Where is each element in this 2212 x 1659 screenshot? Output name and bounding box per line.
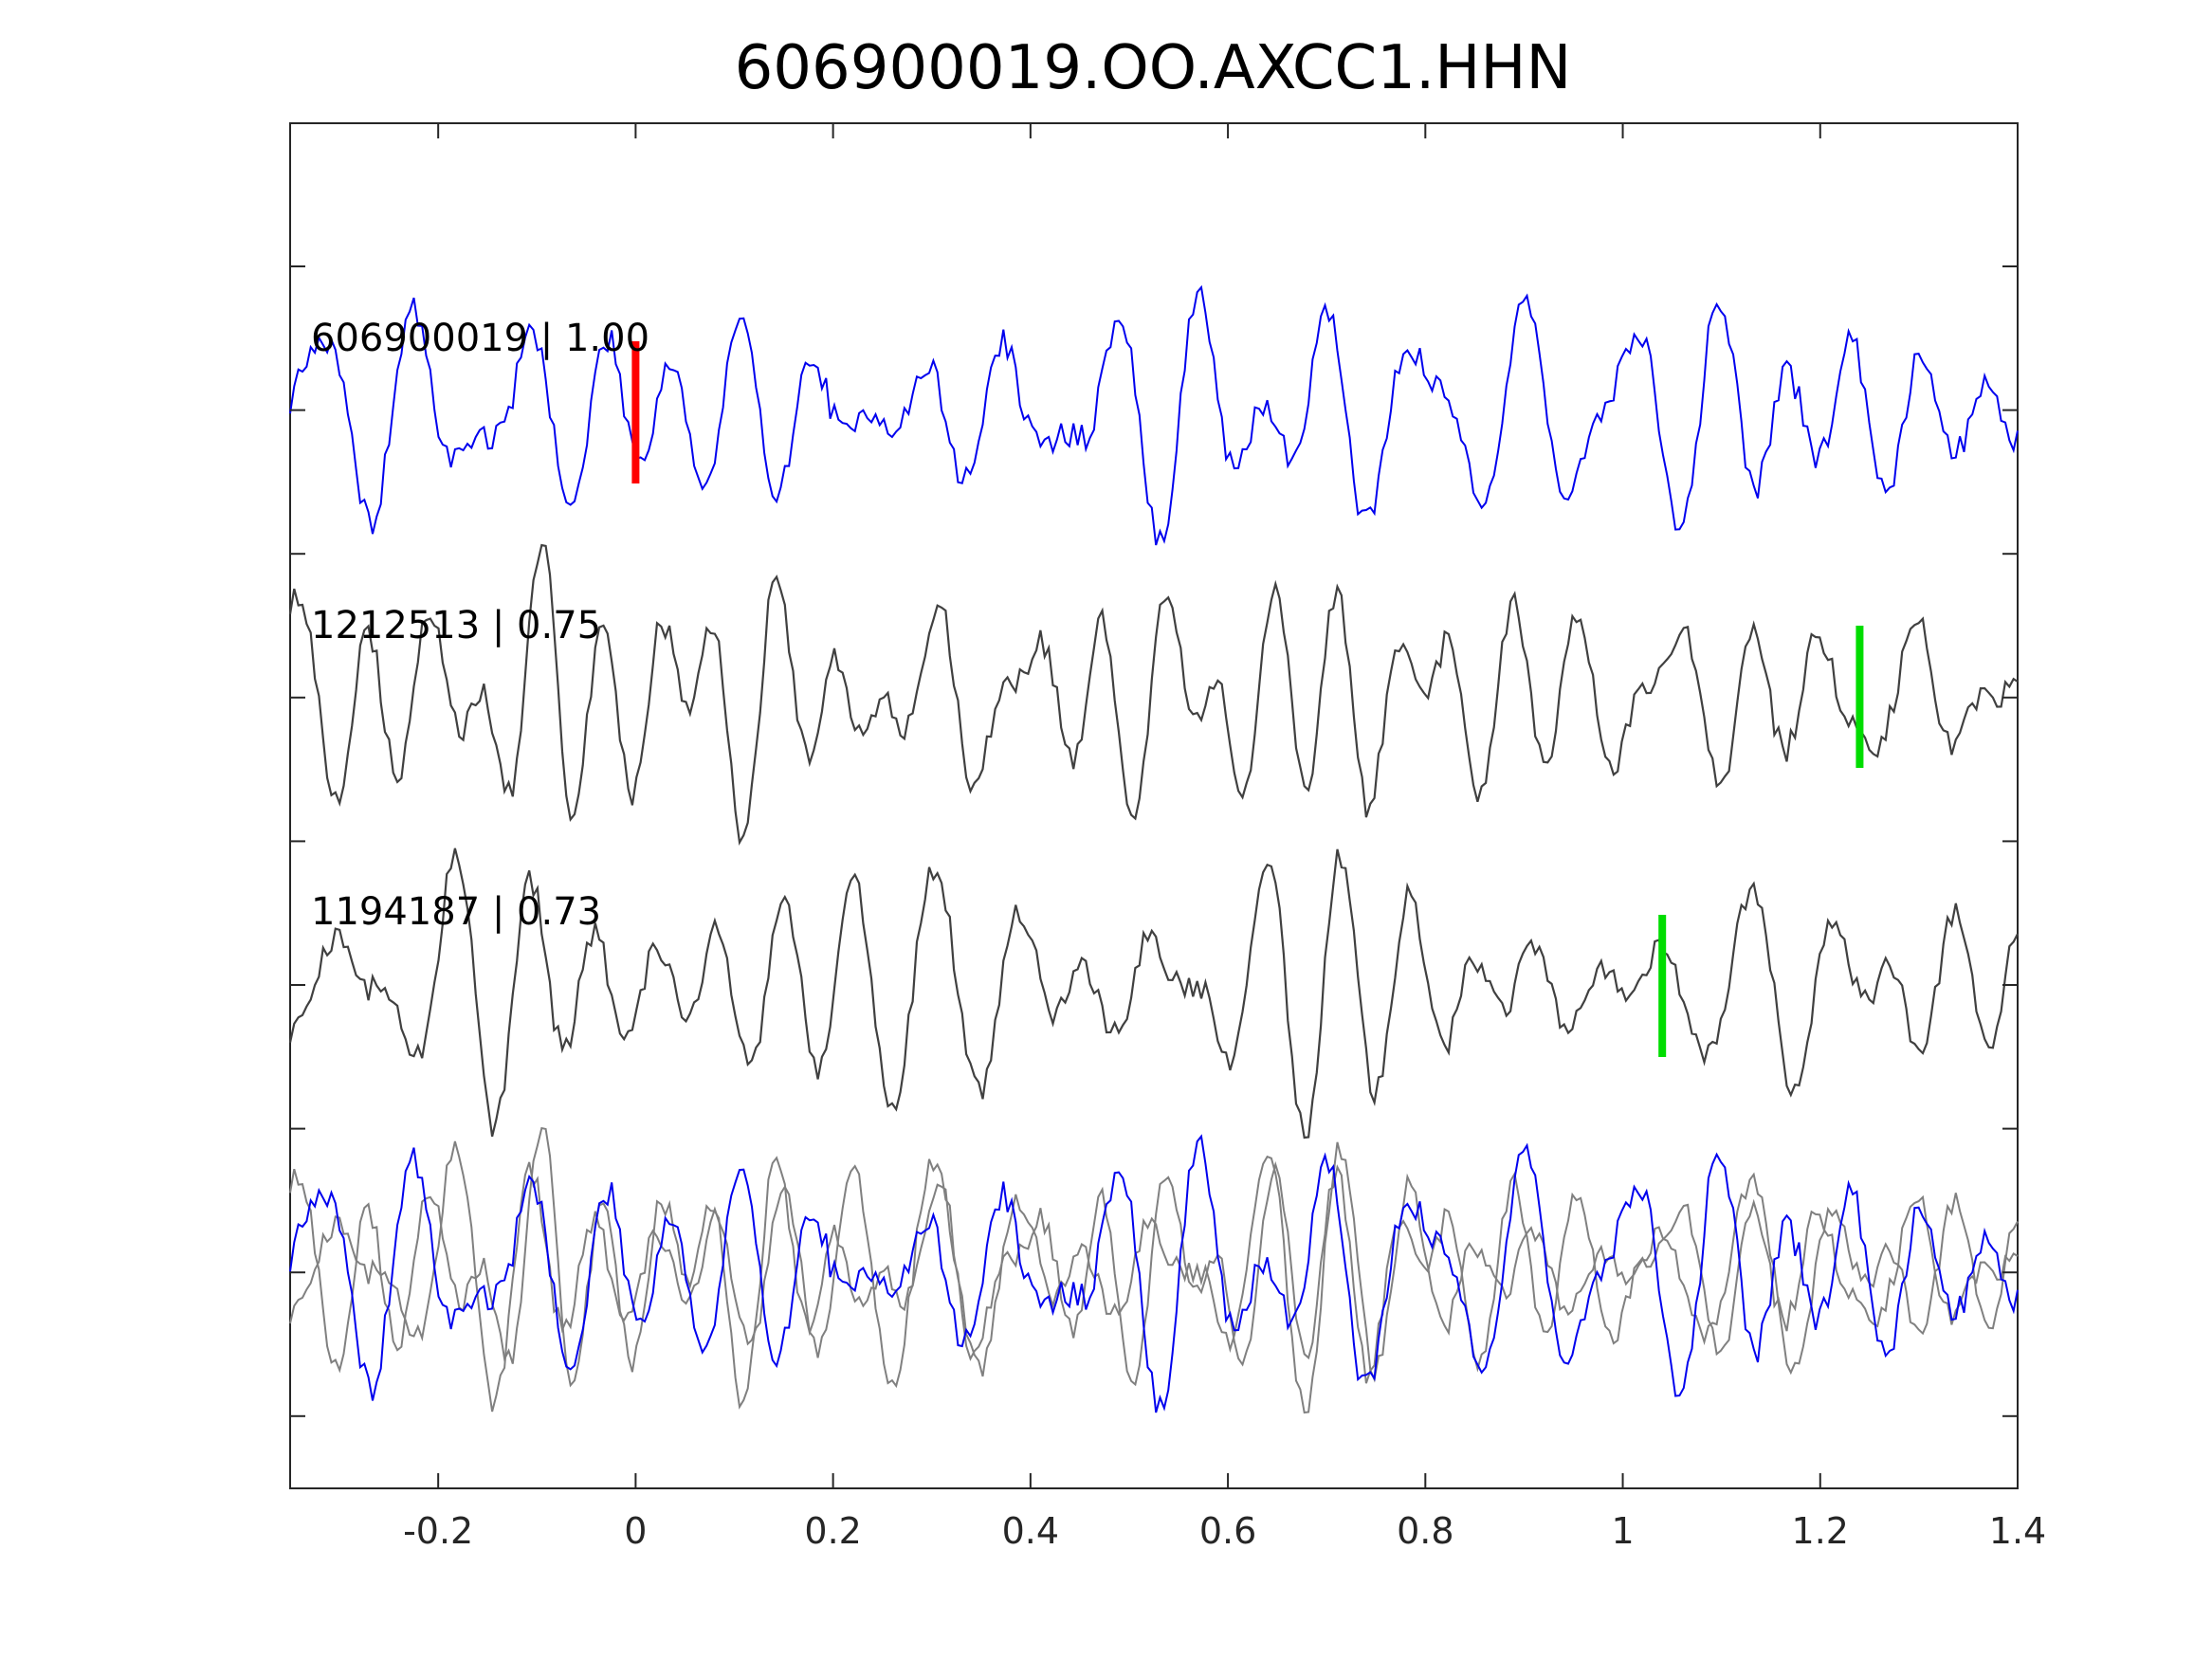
x-tick-label: 1.2 [1792,1510,1849,1552]
trace-label-606900019: 606900019 | 1.00 [311,317,649,360]
chart-title: 606900019.OO.AXCC1.HHN [735,33,1572,103]
x-tick-label: 1 [1611,1510,1634,1552]
x-tick-label: 0 [624,1510,647,1552]
overlay-trace-606900019 [289,1134,2019,1413]
x-tick-label: 1.4 [1989,1510,2046,1552]
trace-label-1212513: 1212513 | 0.75 [311,604,601,647]
trace-label-1194187: 1194187 | 0.73 [311,890,601,934]
x-tick-label: 0.2 [804,1510,861,1552]
trace-606900019 [289,284,2019,546]
picks-layer [631,341,1864,1057]
labels-layer: 606900019 | 1.00 1212513 | 0.75 1194187 | … [311,317,649,934]
x-tick-label: 0.8 [1397,1510,1453,1552]
x-tick-label: -0.2 [403,1510,473,1552]
trace-1212513 [288,543,2019,846]
traces-layer [288,284,2019,1414]
x-tick-label: 0.4 [1002,1510,1059,1552]
x-tick-label: 0.6 [1199,1510,1256,1552]
ticks-layer: -0.2 0 0.2 0.4 0.6 0.8 1 1.2 1.4 [290,123,2046,1552]
overlay-trace-1212513 [289,1126,2019,1410]
trace-1194187 [288,848,2019,1139]
overlay-trace-1194187 [289,1140,2019,1414]
